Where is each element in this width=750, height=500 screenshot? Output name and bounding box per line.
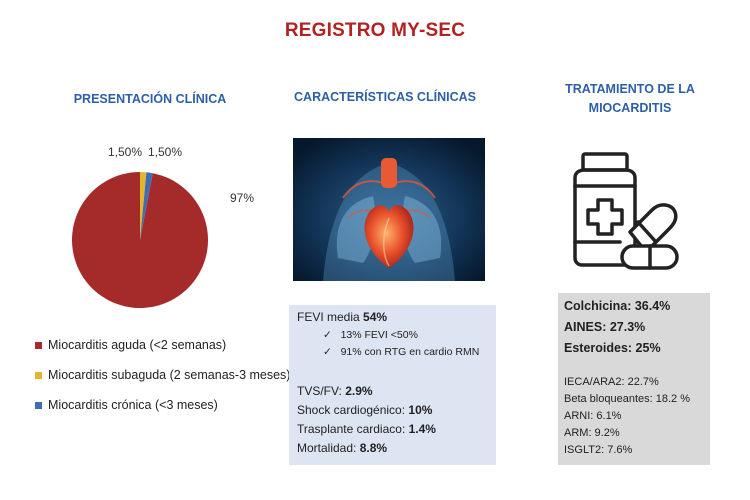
section-title-treatment-line1: TRATAMIENTO DE LA: [565, 82, 695, 96]
legend-label: Miocarditis aguda (<2 semanas): [48, 338, 227, 352]
section-title-presentation: PRESENTACIÓN CLÍNICA: [73, 92, 227, 106]
tvs-value: 2.9%: [345, 384, 373, 398]
section-title-characteristics: CARACTERÍSTICAS CLÍNICAS: [294, 90, 476, 104]
fevi-label: FEVI media: [297, 310, 364, 324]
pie-slice-3: [140, 172, 153, 240]
tvs-label: TVS/FV:: [297, 384, 346, 398]
pie-data-label-2: 1,50%: [108, 145, 142, 159]
legend-swatch: [35, 401, 42, 409]
fevi-bullet-1: ✓ 13% FEVI <50%: [323, 329, 418, 341]
legend-item-2: Miocarditis subaguda (2 semanas-3 meses): [35, 368, 290, 382]
trasplante-label: Trasplante cardiaco:: [297, 422, 409, 436]
bullet-text: 13% FEVI <50%: [340, 329, 418, 341]
pie-data-label-3: 1,50%: [148, 145, 182, 159]
legend-item-3: Miocarditis crónica (<3 meses): [35, 398, 218, 412]
fevi-line: FEVI media 54%: [297, 310, 387, 324]
treatment-arni: ARNI: 6.1%: [564, 410, 622, 422]
trasplante-line: Trasplante cardiaco: 1.4%: [297, 422, 436, 436]
mortalidad-value: 8.8%: [359, 441, 388, 455]
pie-data-label-1: 97%: [230, 191, 254, 205]
pie-slice-1: [71, 172, 209, 308]
mortalidad-line: Mortalidad: 8.8%: [297, 441, 387, 455]
legend-swatch: [35, 341, 42, 349]
treatment-beta: Beta bloqueantes: 18.2 %: [564, 393, 690, 405]
trasplante-value: 1.4%: [408, 422, 436, 436]
treatment-ieca: IECA/ARA2: 22.7%: [564, 376, 659, 388]
check-icon: ✓: [323, 329, 332, 341]
fevi-value: 54%: [363, 310, 388, 324]
page-title: REGISTRO MY-SEC: [284, 20, 466, 41]
shock-label: Shock cardiogénico:: [297, 403, 409, 417]
medicine-bottle-icon: [573, 152, 679, 270]
treatment-colchicina: Colchicina: 36.4%: [564, 299, 671, 313]
treatment-esteroides: Esteroides: 25%: [564, 341, 661, 355]
legend-label: Miocarditis subaguda (2 semanas-3 meses): [48, 368, 291, 382]
section-title-treatment-line2: MIOCARDITIS: [588, 101, 672, 115]
section-title-treatment: TRATAMIENTO DE LA MIOCARDITIS: [545, 80, 715, 118]
pie-chart: 97% 1,50% 1,50%: [71, 145, 254, 308]
check-icon: ✓: [323, 346, 332, 358]
heart-anatomy-icon: [293, 138, 485, 281]
treatment-arm: ARM: 9.2%: [564, 427, 620, 439]
shock-line: Shock cardiogénico: 10%: [297, 403, 432, 417]
legend-swatch: [35, 371, 42, 379]
treatment-aines: AINES: 27.3%: [564, 320, 646, 334]
treatment-box: Colchicina: 36.4% AINES: 27.3% Esteroide…: [558, 293, 710, 465]
legend-label: Miocarditis crónica (<3 meses): [48, 398, 218, 412]
legend-item-1: Miocarditis aguda (<2 semanas): [35, 338, 226, 352]
mortalidad-label: Mortalidad:: [297, 441, 360, 455]
treatment-isglt2: ISGLT2: 7.6%: [564, 444, 633, 456]
clinical-characteristics-box: FEVI media 54% ✓ 13% FEVI <50% ✓ 91% con…: [289, 305, 496, 465]
bullet-text: 91% con RTG en cardio RMN: [340, 346, 480, 358]
tvs-line: TVS/FV: 2.9%: [297, 384, 373, 398]
fevi-bullet-2: ✓ 91% con RTG en cardio RMN: [323, 346, 479, 358]
pie-slice-2: [140, 172, 147, 240]
shock-value: 10%: [408, 403, 433, 417]
